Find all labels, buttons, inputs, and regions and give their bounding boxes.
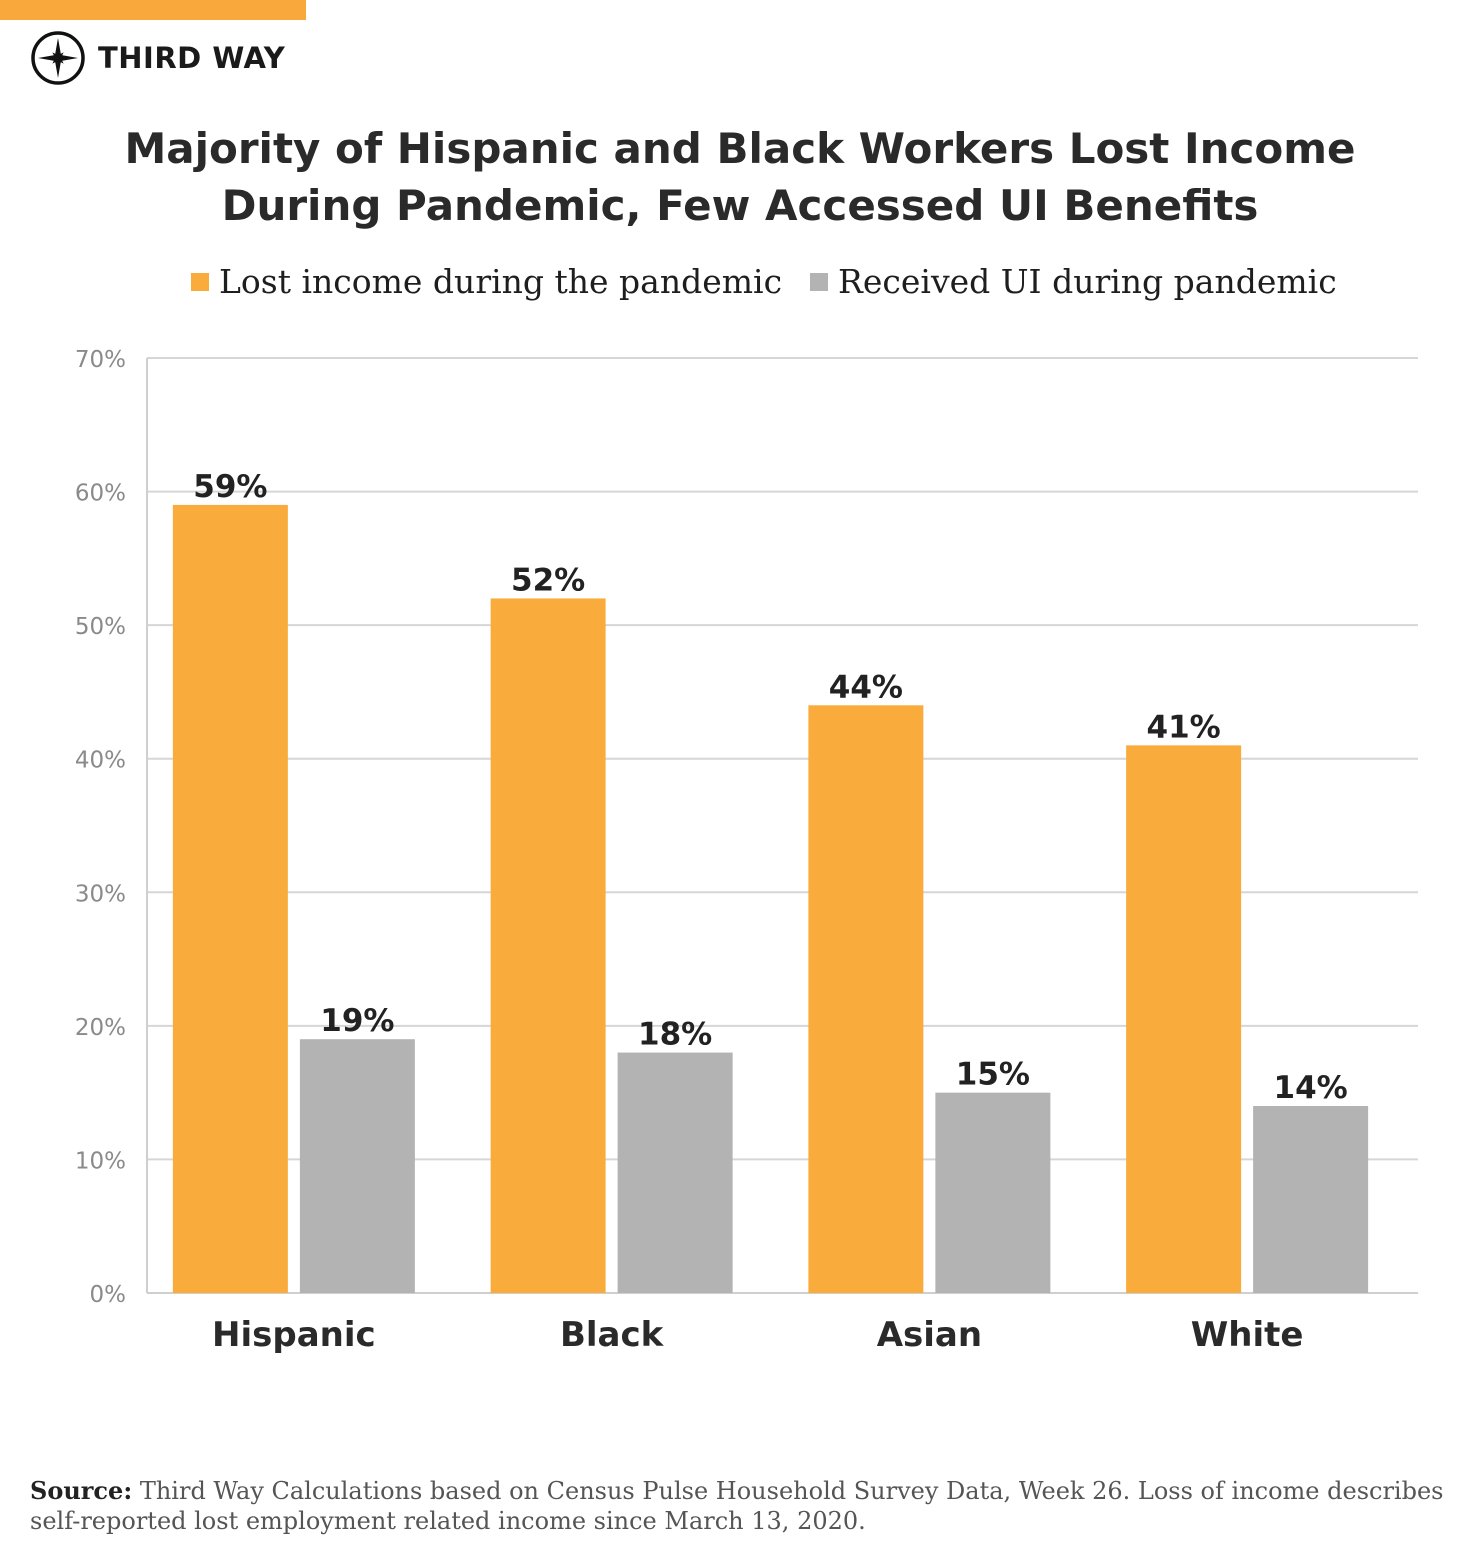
data-label: 18% bbox=[638, 1017, 712, 1053]
bar-chart: 0% 10% 20% 30% 40% 50% 60% 70% 59% 19% Hispanic 52%… bbox=[75, 347, 1418, 1355]
legend-label-received-ui: Received UI during pandemic bbox=[838, 262, 1337, 301]
chart-title-line-1: Majority of Hispanic and Black Workers L… bbox=[124, 124, 1356, 173]
compass-icon bbox=[31, 31, 85, 85]
bar bbox=[935, 1092, 1051, 1293]
data-label: 44% bbox=[829, 669, 903, 705]
legend-label-lost-income: Lost income during the pandemic bbox=[219, 262, 783, 301]
source-note: Source: Third Way Calculations based on … bbox=[30, 1476, 1450, 1536]
bar bbox=[172, 504, 288, 1293]
brand-name: THIRD WAY bbox=[98, 41, 286, 75]
data-label: 14% bbox=[1274, 1070, 1348, 1106]
x-tick-label: Asian bbox=[877, 1315, 982, 1355]
x-tick-label: White bbox=[1191, 1315, 1304, 1355]
y-tick-label: 40% bbox=[75, 748, 126, 774]
bar bbox=[490, 598, 606, 1293]
data-label: 59% bbox=[193, 469, 267, 505]
data-label: 19% bbox=[320, 1003, 394, 1039]
legend-item-lost-income: Lost income during the pandemic bbox=[191, 262, 782, 301]
legend-swatch-lost-income bbox=[191, 272, 209, 291]
data-label: 41% bbox=[1147, 709, 1221, 745]
accent-bar bbox=[0, 0, 306, 20]
source-label: Source: bbox=[30, 1476, 133, 1505]
y-tick-label: 70% bbox=[75, 347, 126, 373]
chart-title-line-2: During Pandemic, Few Accessed UI Benefit… bbox=[221, 181, 1259, 230]
y-tick-label: 20% bbox=[75, 1015, 126, 1041]
bar bbox=[1126, 745, 1242, 1293]
source-text: Third Way Calculations based on Census P… bbox=[30, 1477, 1444, 1535]
y-tick-label: 50% bbox=[75, 614, 126, 640]
y-tick-label: 10% bbox=[75, 1148, 126, 1174]
chart-title: Majority of Hispanic and Black Workers L… bbox=[0, 120, 1480, 234]
bar bbox=[808, 705, 924, 1293]
legend: Lost income during the pandemic Received… bbox=[0, 262, 1480, 306]
bar bbox=[299, 1039, 415, 1293]
x-tick-label: Black bbox=[560, 1315, 665, 1355]
y-tick-label: 60% bbox=[75, 481, 126, 507]
legend-swatch-received-ui bbox=[810, 272, 828, 291]
y-tick-label: 0% bbox=[90, 1282, 127, 1308]
x-tick-label: Hispanic bbox=[212, 1315, 376, 1355]
bar bbox=[617, 1052, 733, 1293]
data-label: 52% bbox=[511, 562, 585, 598]
y-tick-label: 30% bbox=[75, 881, 126, 907]
data-label: 15% bbox=[956, 1057, 1030, 1093]
logo: THIRD WAY bbox=[30, 30, 285, 86]
bar bbox=[1253, 1106, 1369, 1293]
legend-item-received-ui: Received UI during pandemic bbox=[810, 262, 1337, 301]
